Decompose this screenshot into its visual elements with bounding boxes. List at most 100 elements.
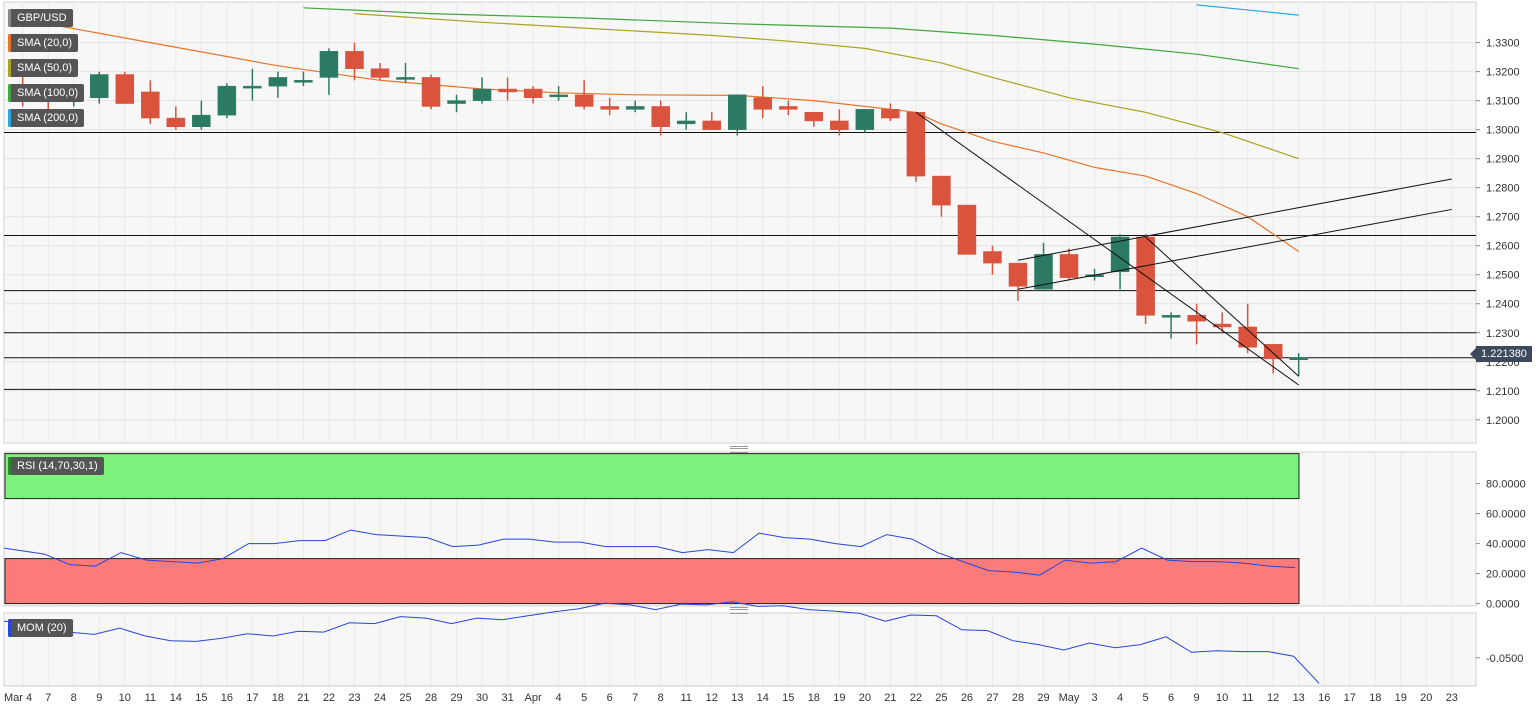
x-tick-label: Apr	[525, 692, 542, 704]
x-tick-label: 12	[706, 692, 718, 704]
legend-sma200[interactable]: SMA (200,0)	[8, 109, 85, 127]
x-tick-label: 3	[1091, 692, 1097, 704]
x-tick-label: 21	[884, 692, 896, 704]
candle-body	[983, 251, 1002, 264]
trendline	[1017, 178, 1452, 261]
candle-body	[676, 120, 696, 125]
candle-body	[90, 74, 109, 98]
x-tick-label: 18	[272, 692, 284, 704]
x-tick-label: 20	[1420, 692, 1432, 704]
candle-body	[574, 94, 594, 107]
candle-body	[1059, 254, 1079, 278]
y-tick-label: 1.2000	[1486, 415, 1520, 427]
y-tick-label: 1.3100	[1486, 96, 1520, 108]
sma200-line	[1196, 4, 1299, 16]
legend-mom[interactable]: MOM (20)	[8, 619, 73, 637]
legend-sma100[interactable]: SMA (100,0)	[8, 84, 85, 102]
x-tick-label: 22	[910, 692, 922, 704]
candle-body	[702, 120, 721, 130]
trendline	[1017, 208, 1452, 290]
x-tick-label: 17	[246, 692, 258, 704]
x-tick-label: 17	[1344, 692, 1356, 704]
candle-body	[421, 77, 441, 107]
pane-resize-handle-mom[interactable]	[730, 607, 748, 614]
candle-body	[472, 88, 492, 101]
x-tick-label: 8	[658, 692, 664, 704]
candle-body	[243, 85, 262, 89]
candle-body	[447, 100, 466, 104]
x-tick-label: 28	[425, 692, 437, 704]
y-tick-label: 1.2500	[1486, 270, 1520, 282]
x-tick-label: 15	[782, 692, 794, 704]
legend-symbol[interactable]: GBP/USD	[8, 9, 73, 27]
x-tick-label: 4	[556, 692, 562, 704]
rsi-oversold-zone	[4, 558, 1300, 605]
candle-body	[1034, 254, 1053, 290]
x-tick-label: 16	[221, 692, 233, 704]
sma50-line	[354, 13, 1299, 160]
pane-resize-handle-rsi[interactable]	[730, 446, 748, 453]
x-tick-label: 9	[96, 692, 102, 704]
x-tick-label: May	[1059, 692, 1080, 704]
candle-body	[728, 94, 747, 130]
legend-sma50[interactable]: SMA (50,0)	[8, 59, 79, 77]
legend-sma100-label: SMA (100,0)	[17, 87, 79, 99]
candle-body	[779, 106, 798, 110]
candle-body	[1289, 357, 1308, 360]
candle-body	[1008, 262, 1028, 287]
candle-body	[319, 51, 339, 78]
legend-sma20-label: SMA (20,0)	[17, 37, 73, 49]
candle-body	[115, 74, 135, 104]
x-tick-label: 29	[450, 692, 462, 704]
candle-body	[523, 88, 543, 98]
y-tick-label: 1.2700	[1486, 212, 1520, 224]
main-pane	[3, 1, 1477, 444]
candle-body	[600, 106, 619, 110]
y-tick-label: 1.2600	[1486, 241, 1520, 253]
x-tick-label: 18	[1369, 692, 1381, 704]
candle-body	[345, 51, 364, 69]
y-tick-label: 1.3300	[1486, 38, 1520, 50]
x-tick-label: 13	[731, 692, 743, 704]
x-tick-label: 12	[1267, 692, 1279, 704]
candle-body	[830, 120, 849, 130]
candle-body	[753, 97, 773, 110]
x-tick-label: 27	[986, 692, 998, 704]
candle-body	[1238, 326, 1257, 348]
trendline	[1145, 236, 1300, 377]
legend-sma50-label: SMA (50,0)	[17, 62, 73, 74]
candle-body	[1161, 315, 1181, 318]
x-tick-label: 19	[1395, 692, 1407, 704]
rsi-y-tick-label: 60.0000	[1486, 509, 1526, 521]
x-tick-label: 25	[399, 692, 411, 704]
x-tick-label: 28	[1012, 692, 1024, 704]
legend-rsi[interactable]: RSI (14,70,30,1)	[8, 457, 104, 475]
x-tick-label: 18	[808, 692, 820, 704]
candle-body	[625, 106, 645, 110]
x-tick-label: 14	[757, 692, 769, 704]
candle-body	[268, 77, 288, 87]
candle-body	[549, 94, 568, 98]
y-tick-label: 1.3200	[1486, 67, 1520, 79]
candle-body	[1263, 344, 1283, 360]
rsi-line	[3, 529, 1295, 576]
y-tick-label: 1.2400	[1486, 299, 1520, 311]
x-tick-label: 26	[961, 692, 973, 704]
x-tick-label: 16	[1318, 692, 1330, 704]
y-tick-label: 1.2800	[1486, 183, 1520, 195]
candle-body	[906, 112, 926, 177]
legend-mom-label: MOM (20)	[17, 622, 67, 634]
y-tick-label: 1.2900	[1486, 154, 1520, 166]
last-price-tag: 1.221380	[1470, 346, 1532, 362]
legend-sma20[interactable]: SMA (20,0)	[8, 34, 79, 52]
legend-sma200-label: SMA (200,0)	[17, 112, 79, 124]
x-tick-label: 8	[71, 692, 77, 704]
candle-body	[855, 109, 875, 130]
x-tick-label: 10	[119, 692, 131, 704]
x-tick-label: 23	[1446, 692, 1458, 704]
x-tick-label: 11	[681, 692, 692, 704]
x-tick-label: 31	[501, 692, 513, 704]
candle-body	[192, 114, 211, 128]
candle-body	[651, 106, 670, 128]
